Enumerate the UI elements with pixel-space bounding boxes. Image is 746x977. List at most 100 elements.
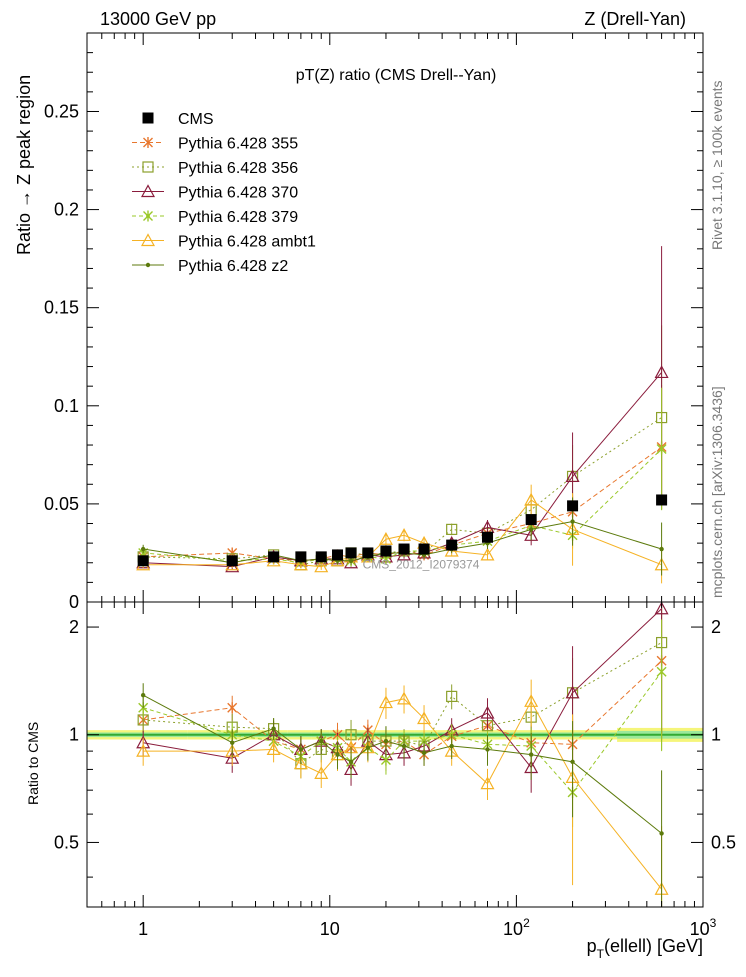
legend-marker <box>140 233 156 247</box>
series-point <box>314 559 329 573</box>
legend-label: CMS <box>178 111 214 128</box>
y-tick-label: 0.2 <box>54 200 79 220</box>
data-point <box>398 543 410 555</box>
series-point <box>528 527 534 532</box>
ratio-point <box>401 743 407 749</box>
legend-label: Pythia 6.428 379 <box>178 209 298 226</box>
series-line <box>143 521 662 564</box>
x-axis-label-sub: T <box>597 947 605 961</box>
legend-label: Pythia 6.428 355 <box>178 136 298 153</box>
series-point <box>446 523 458 536</box>
data-point <box>446 539 458 551</box>
series-point <box>140 546 146 552</box>
ratio-point <box>378 695 393 709</box>
ratio-panel: 1 10 102 103 0.5 0.5 1 1 2 2 <box>54 33 736 939</box>
data-point <box>315 551 327 563</box>
data-point <box>137 555 149 567</box>
y-tick-label: 0.05 <box>44 494 79 514</box>
y-axis: 0 0.05 0.1 0.15 0.2 0.25 <box>44 32 703 612</box>
ratio-point <box>298 747 304 752</box>
ratio-series-line <box>142 694 662 834</box>
data-point <box>345 547 357 559</box>
series-point <box>570 519 575 524</box>
data-point <box>362 547 374 559</box>
ratio-point <box>528 752 534 757</box>
ratio-point <box>570 759 575 765</box>
ratio-series-line <box>143 671 663 794</box>
ratio-point <box>140 692 146 698</box>
ratio-point <box>480 705 495 719</box>
series-point <box>348 558 354 563</box>
data-point <box>418 543 430 555</box>
series-point <box>656 443 667 455</box>
main-panel: CMS_2012_I2079374 0 0.05 0.1 0.15 0.2 0.25 <box>44 32 704 612</box>
series-0 <box>138 384 667 567</box>
ratio-point <box>136 743 151 757</box>
x-tick-label-exponent: 3 <box>710 916 717 930</box>
ratio-point <box>314 766 329 779</box>
ratio-point <box>485 747 490 752</box>
series-point <box>565 469 580 483</box>
y-tick-label: 0.15 <box>44 298 79 318</box>
legend-entry-6: Pythia 6.428 z2 <box>132 258 288 275</box>
ratio-point <box>480 776 495 790</box>
legend-entry-4: Pythia 6.428 379 <box>132 209 298 226</box>
legend-marker <box>145 262 151 268</box>
ratio-point <box>335 752 340 757</box>
data-point <box>380 545 392 557</box>
ratio-series-line <box>143 608 662 771</box>
ratio-point <box>348 759 354 765</box>
x-tick-label-exponent: 2 <box>523 916 530 930</box>
series-2 <box>136 246 669 573</box>
series-point <box>378 531 393 545</box>
ratio-y-tick-label: 0.5 <box>54 832 79 852</box>
x-axis-label: pT(ellell) [GeV] <box>587 936 703 961</box>
header-right: Z (Drell-Yan) <box>584 9 686 29</box>
legend-marker <box>142 112 154 124</box>
legend: CMS Pythia 6.428 355 Pythia 6.428 356 Pythi… <box>132 111 316 275</box>
legend-marker <box>140 184 156 198</box>
series-line <box>143 417 662 566</box>
ratio-series-2 <box>136 601 669 793</box>
watermark: CMS_2012_I2079374 <box>363 558 480 572</box>
ratio-point <box>421 750 427 756</box>
x-tick-label: 102 <box>503 916 530 939</box>
x-tick-label: 1 <box>138 919 148 939</box>
plot-title: pT(Z) ratio (CMS Drell--Yan) <box>296 67 497 84</box>
ratio-y-tick-label-right: 1 <box>711 725 721 745</box>
legend-entry-3: Pythia 6.428 370 <box>132 184 298 202</box>
ratio-point <box>446 690 458 702</box>
legend-entry-0: CMS <box>142 111 214 128</box>
ratio-series-line <box>143 660 662 756</box>
data-point <box>332 549 344 561</box>
ratio-point <box>227 702 238 714</box>
ratio-y-tick-label: 2 <box>69 617 79 637</box>
legend-label: Pythia 6.428 ambt1 <box>178 234 316 251</box>
data-point <box>226 555 238 567</box>
data-point <box>481 531 493 543</box>
y-axis-label: Ratio → Z peak region <box>14 75 34 255</box>
series-line <box>143 372 662 568</box>
x-tick-label: 103 <box>690 916 717 939</box>
data-point <box>567 500 579 512</box>
ratio-series-5 <box>140 683 664 907</box>
ratio-point <box>397 691 412 705</box>
data-point <box>525 514 537 526</box>
series-3 <box>138 387 667 569</box>
header-left: 13000 GeV pp <box>100 9 216 29</box>
ratio-point <box>383 738 389 744</box>
legend-entry-1: Pythia 6.428 355 <box>132 136 298 153</box>
ratio-series-4 <box>136 679 669 907</box>
x-axis-label-p: p <box>587 936 597 956</box>
series-point <box>654 365 669 379</box>
x-tick-label: 10 <box>320 919 340 939</box>
series-line <box>143 448 662 564</box>
ratio-y-tick-label-right: 2 <box>711 617 721 637</box>
ratio-point <box>524 694 539 707</box>
series-point <box>659 546 664 552</box>
side-label-top: Rivet 3.1.10, ≥ 100k events <box>709 80 725 250</box>
ratio-point <box>266 742 281 756</box>
y-tick-label: 0 <box>69 592 79 612</box>
ratio-y-axis: 0.5 0.5 1 1 2 2 <box>54 617 736 878</box>
legend-label: Pythia 6.428 z2 <box>178 258 288 275</box>
